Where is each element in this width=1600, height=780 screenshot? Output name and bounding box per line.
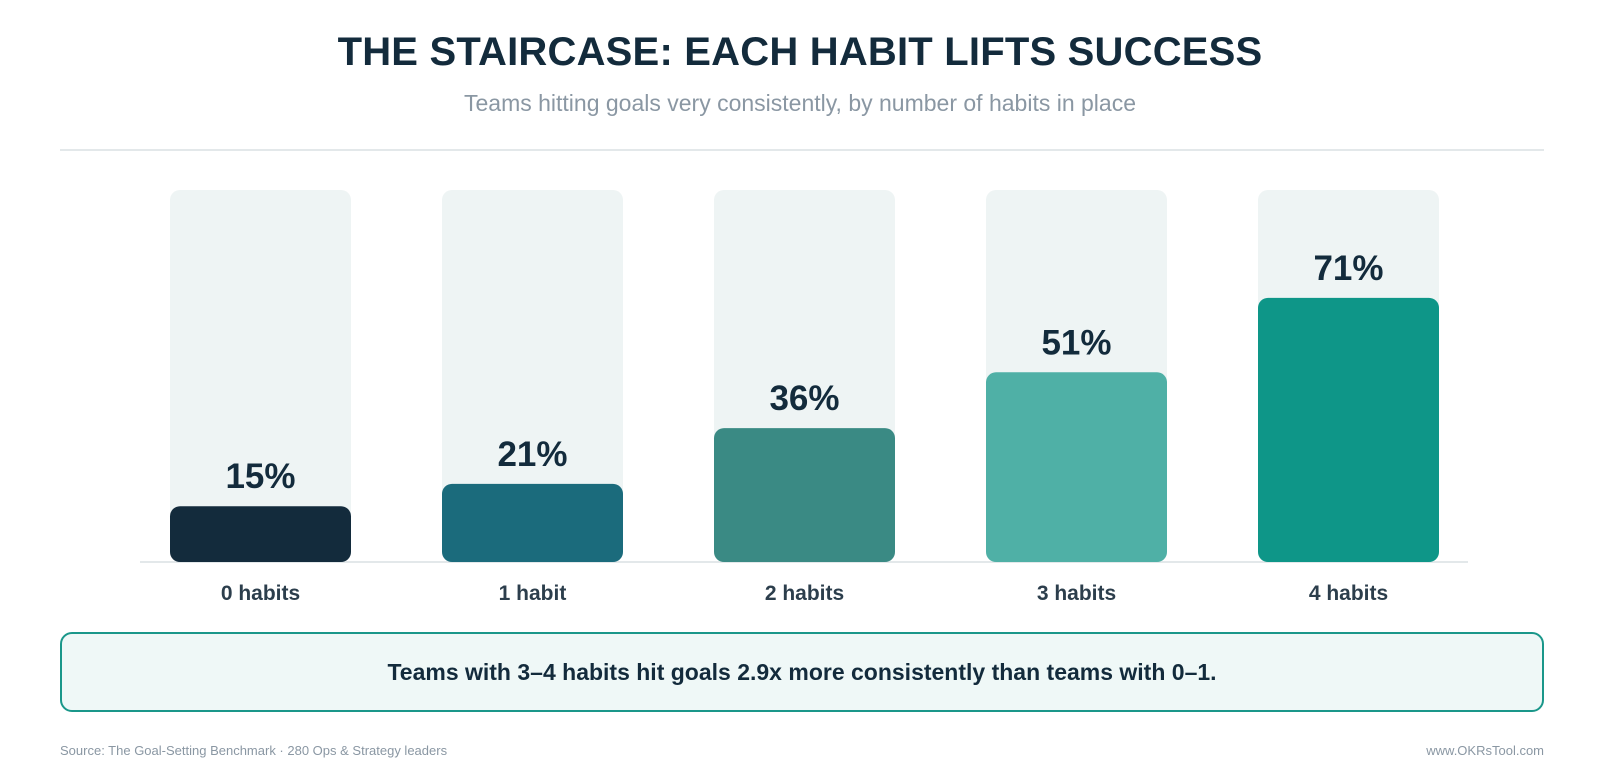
bar-value-label: 21% bbox=[497, 435, 567, 474]
category-label: 0 habits bbox=[221, 582, 300, 605]
bar-value-label: 15% bbox=[225, 457, 295, 496]
bar-value-label: 71% bbox=[1313, 249, 1383, 288]
bar bbox=[1258, 297, 1439, 562]
website-link[interactable]: www.OKRsTool.com bbox=[1426, 743, 1544, 758]
insight-callout: Teams with 3–4 habits hit goals 2.9x mor… bbox=[60, 632, 1544, 712]
bar bbox=[170, 506, 351, 562]
category-label: 1 habit bbox=[499, 582, 567, 605]
bar bbox=[442, 483, 623, 562]
bar-track bbox=[170, 190, 351, 562]
bar bbox=[986, 372, 1167, 562]
bar-chart: 15% 0 habits 21% 1 habit 36% 2 habits 51% 3 hab… bbox=[140, 190, 1468, 605]
header-divider bbox=[60, 149, 1544, 151]
chart-subtitle: Teams hitting goals very consistently, b… bbox=[463, 90, 1137, 116]
source-note: Source: The Goal-Setting Benchmark · 280… bbox=[60, 743, 448, 758]
chart-title: THE STAIRCASE: EACH HABIT LIFTS SUCCESS bbox=[337, 30, 1263, 74]
insight-callout-text: Teams with 3–4 habits hit goals 2.9x mor… bbox=[387, 658, 1217, 685]
bar-track bbox=[442, 190, 623, 562]
bar-value-label: 36% bbox=[769, 379, 839, 418]
category-label: 2 habits bbox=[765, 582, 844, 605]
category-label: 4 habits bbox=[1309, 582, 1388, 605]
category-label: 3 habits bbox=[1037, 582, 1116, 605]
bar bbox=[714, 428, 895, 562]
bar-value-label: 51% bbox=[1041, 323, 1111, 362]
